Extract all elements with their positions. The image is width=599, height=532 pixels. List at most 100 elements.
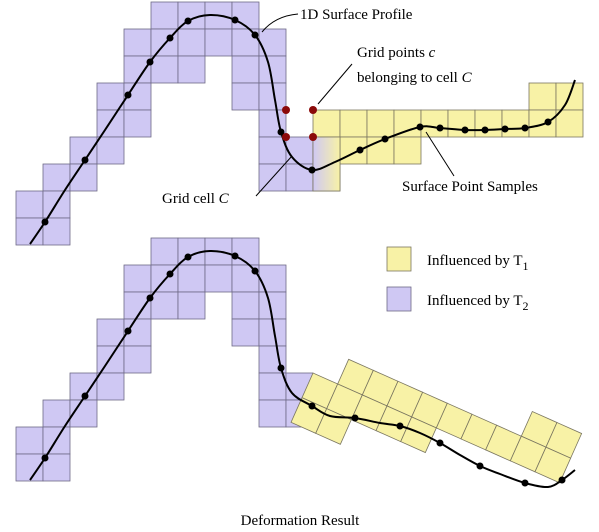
leader-line — [317, 63, 353, 105]
label: belonging to cell C — [357, 70, 473, 86]
grid-cell — [393, 136, 422, 165]
sample-point — [476, 462, 484, 470]
label-text: Grid points — [357, 45, 425, 61]
grid-cell — [555, 109, 584, 138]
leader-line — [255, 155, 293, 197]
grid-point — [282, 133, 290, 141]
grid-cell — [204, 28, 233, 57]
label: 1D Surface Profile — [300, 7, 413, 23]
grid-cell — [123, 345, 152, 374]
leader-line — [425, 131, 455, 177]
label: Grid cell C — [162, 191, 230, 207]
grid-cell — [123, 109, 152, 138]
grid-cell — [258, 372, 287, 401]
grid-cell — [528, 82, 557, 111]
curves — [29, 13, 576, 489]
grid-cell — [42, 399, 71, 428]
label-text: belonging to cell — [357, 70, 458, 86]
grid-point — [309, 133, 317, 141]
grid-cell — [204, 264, 233, 293]
sample-point — [184, 253, 192, 261]
grid-cell — [150, 291, 179, 320]
grid-cell — [231, 1, 260, 30]
transition — [312, 136, 341, 192]
grid-cell — [339, 109, 368, 138]
label-text: Grid cell — [162, 191, 215, 207]
leader-line — [261, 13, 299, 33]
grid-cell — [150, 1, 179, 30]
grid-cell — [366, 109, 395, 138]
grid-cell — [96, 136, 125, 165]
sample-point — [81, 156, 89, 164]
legend-swatch — [386, 246, 412, 272]
grid-cell — [258, 399, 287, 428]
grid-points — [282, 106, 317, 141]
grid-cell — [177, 264, 206, 293]
sample-point — [351, 414, 359, 422]
grid-cell — [96, 345, 125, 374]
rotated-cells — [290, 358, 583, 484]
grid-cell — [177, 291, 206, 320]
grid-cell — [258, 28, 287, 57]
grid-cell — [15, 426, 44, 455]
grid-cell — [69, 163, 98, 192]
grid-cells — [15, 1, 584, 484]
label-var: C — [219, 191, 230, 207]
grid-cell — [96, 82, 125, 111]
sample-point — [231, 252, 239, 260]
caption: Deformation Result — [241, 513, 361, 529]
sample-point — [436, 124, 444, 132]
sample-point — [521, 124, 529, 132]
legend-entry: Influenced by T2 — [427, 293, 529, 313]
sample-point — [124, 91, 132, 99]
grid-cell — [501, 109, 530, 138]
grid-cell — [177, 55, 206, 84]
grid-cell — [258, 136, 287, 165]
sample-point — [166, 270, 174, 278]
sample-point — [481, 126, 489, 134]
grid-cell — [96, 109, 125, 138]
grid-cell — [534, 446, 572, 484]
grid-cell — [123, 264, 152, 293]
grid-cell — [285, 163, 314, 192]
sample-point — [41, 218, 49, 226]
grid-cell — [231, 55, 260, 84]
sample-point — [124, 327, 132, 335]
sample-point — [81, 392, 89, 400]
sample-point — [416, 123, 424, 131]
sample-point — [381, 135, 389, 143]
grid-cell — [258, 264, 287, 293]
legend-text: Influenced by T — [427, 253, 523, 269]
label-var: C — [462, 70, 473, 86]
legend-sub: 1 — [523, 259, 529, 273]
grid-cell — [447, 109, 476, 138]
sample-point — [558, 476, 566, 484]
sample-point — [544, 118, 552, 126]
grid-cell — [123, 28, 152, 57]
grid-cell — [123, 291, 152, 320]
grid-cell — [231, 318, 260, 347]
sample-point — [308, 402, 316, 410]
legend-entry: Influenced by T1 — [427, 253, 529, 273]
sample-point — [308, 166, 316, 174]
sample-point — [277, 128, 285, 136]
grid-cell — [123, 55, 152, 84]
sample-point — [277, 364, 285, 372]
label-var: c — [429, 45, 436, 61]
grid-cell — [150, 237, 179, 266]
legend-text: Influenced by T — [427, 293, 523, 309]
sample-point — [521, 479, 529, 487]
sample-point — [146, 294, 154, 302]
sample-point — [231, 16, 239, 24]
sample-point — [436, 439, 444, 447]
grid-point — [282, 106, 290, 114]
label: Grid points c — [357, 45, 436, 61]
grid-cell — [393, 109, 422, 138]
sample-point — [251, 31, 259, 39]
grid-cell — [400, 416, 437, 454]
sample-point — [356, 146, 364, 154]
sample-point — [41, 454, 49, 462]
legend-sub: 2 — [523, 299, 529, 313]
grid-cell — [96, 372, 125, 401]
